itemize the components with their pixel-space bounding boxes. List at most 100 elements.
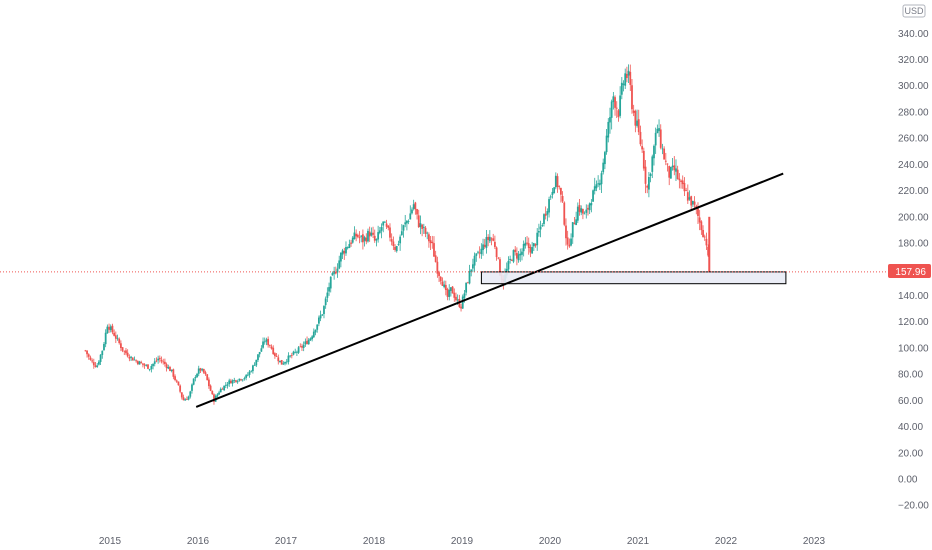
- candle-body: [136, 361, 139, 365]
- candle-body: [370, 232, 373, 236]
- candle-body: [216, 394, 219, 397]
- candle-body: [411, 209, 413, 214]
- candle-body: [571, 222, 574, 238]
- candle-body: [292, 351, 295, 355]
- candle-body: [199, 368, 202, 371]
- candle-body: [147, 364, 149, 369]
- candle-body: [417, 215, 420, 228]
- candle-body: [690, 196, 693, 206]
- candle-body: [243, 378, 246, 380]
- candle-body: [656, 128, 659, 134]
- candle-body: [319, 315, 322, 319]
- x-tick-label: 2022: [715, 536, 738, 547]
- candle-body: [306, 340, 308, 345]
- candle-body: [685, 190, 688, 192]
- currency-badge-box: [902, 4, 926, 18]
- candle-body: [510, 260, 513, 261]
- candle-body: [444, 284, 447, 290]
- candle-body: [334, 271, 337, 274]
- candle-body: [438, 272, 440, 277]
- candle-body: [343, 250, 346, 254]
- candle-body: [463, 293, 466, 298]
- candle-body: [158, 357, 161, 360]
- candle-body: [478, 252, 481, 254]
- candle-body: [539, 226, 542, 230]
- candle-body: [536, 232, 539, 246]
- y-tick-label: 300.00: [898, 81, 929, 92]
- candle-body: [617, 110, 620, 117]
- candle-body: [126, 352, 129, 357]
- currency-label: USD: [904, 6, 924, 16]
- y-tick-label: 80.00: [898, 370, 923, 381]
- candle-body: [595, 184, 598, 189]
- candle-body: [113, 332, 116, 336]
- candle-body: [629, 71, 632, 85]
- candle-body: [641, 146, 644, 150]
- trendline[interactable]: [195, 172, 784, 408]
- candle-body: [483, 244, 486, 247]
- candle-body: [150, 366, 153, 370]
- y-tick-label: −20.00: [898, 501, 929, 512]
- candle-body: [692, 201, 694, 205]
- candle-body: [253, 364, 256, 366]
- candle-body: [350, 242, 352, 244]
- candle-body: [245, 375, 248, 378]
- candle-body: [197, 368, 200, 374]
- x-tick-label: 2017: [275, 536, 298, 547]
- candle-body: [551, 191, 554, 195]
- candle-body: [324, 298, 327, 306]
- candle-body: [448, 289, 451, 298]
- candle-body: [318, 317, 320, 324]
- candle-body: [175, 380, 178, 382]
- candle-body: [673, 165, 676, 171]
- candle-body: [554, 175, 557, 188]
- candle-body: [135, 360, 138, 362]
- candle-body: [380, 227, 383, 231]
- candle-body: [174, 376, 176, 381]
- candle-body: [389, 227, 391, 238]
- candle-body: [671, 165, 674, 168]
- candle-body: [375, 239, 378, 241]
- candle-body: [543, 214, 545, 224]
- candle-body: [708, 216, 711, 272]
- candle-body: [592, 190, 594, 202]
- candle-body: [517, 254, 520, 261]
- candle-body: [231, 380, 234, 384]
- y-tick-label: 40.00: [898, 422, 923, 433]
- candle-body: [121, 347, 124, 351]
- candle-body: [466, 282, 469, 284]
- candle-body: [328, 287, 330, 292]
- candle-body: [409, 213, 412, 220]
- x-tick-label: 2015: [99, 536, 122, 547]
- last-price-tag-box: [888, 264, 931, 278]
- candle-body: [333, 271, 336, 274]
- candle-body: [268, 344, 271, 346]
- candle-body: [336, 268, 339, 273]
- candle-body: [402, 225, 405, 231]
- candle-body: [509, 258, 512, 261]
- candle-body: [453, 292, 456, 298]
- candle-body: [488, 236, 491, 242]
- candle-body: [275, 356, 278, 358]
- support-zone-rectangle[interactable]: [480, 271, 787, 285]
- candle-body: [262, 341, 264, 348]
- candle-body: [661, 148, 664, 150]
- candle-body: [138, 361, 141, 365]
- candle-body: [167, 367, 170, 369]
- currency-badge[interactable]: USD: [902, 4, 926, 18]
- candle-body: [194, 377, 197, 379]
- candle-body: [612, 96, 615, 103]
- candle-body: [118, 338, 121, 344]
- candle-body: [184, 399, 187, 401]
- candle-body: [296, 351, 298, 353]
- candle-body: [470, 269, 473, 272]
- candle-body: [522, 244, 525, 252]
- candle-body: [87, 354, 90, 357]
- time-axis[interactable]: 2015 2016 2017 2018 2019 2020 2021 2022 2023: [99, 536, 826, 547]
- candle-body: [108, 326, 110, 330]
- candle-body: [91, 360, 94, 362]
- candle-body: [624, 73, 627, 86]
- candle-body: [697, 208, 699, 216]
